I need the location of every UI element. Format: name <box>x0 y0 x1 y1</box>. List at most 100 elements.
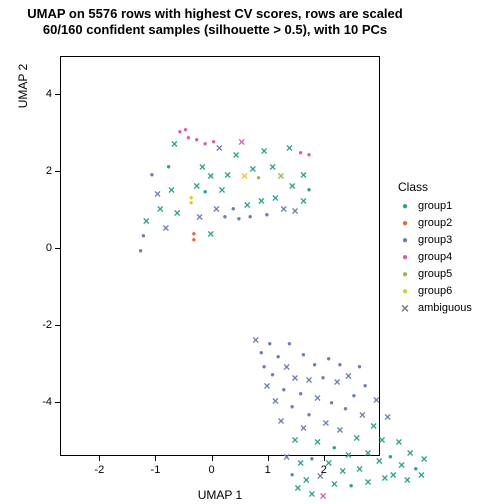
scatter-point: ● <box>222 213 227 221</box>
legend-label: group3 <box>418 234 452 246</box>
scatter-point: × <box>143 215 150 227</box>
scatter-point: × <box>154 188 161 200</box>
scatter-point: × <box>322 417 329 429</box>
scatter-point: × <box>314 436 321 448</box>
scatter-point: × <box>300 195 307 207</box>
scatter-point: ● <box>203 140 208 148</box>
scatter-point: × <box>174 207 181 219</box>
legend-item: ●group6 <box>398 283 472 299</box>
scatter-point: × <box>336 424 343 436</box>
scatter-point: ● <box>298 390 303 398</box>
scatter-point: × <box>207 170 214 182</box>
x-tick-label: 1 <box>265 464 271 476</box>
title-line2: 60/160 confident samples (silhouette > 0… <box>0 22 430 38</box>
chart-title: UMAP on 5576 rows with highest CV scores… <box>0 6 430 39</box>
scatter-point: × <box>168 184 175 196</box>
y-tick-label: 4 <box>34 88 52 100</box>
scatter-point: × <box>207 228 214 240</box>
scatter-point: ● <box>236 215 241 223</box>
scatter-point: ● <box>138 247 143 255</box>
legend-swatch-icon: ● <box>398 199 412 213</box>
title-line1: UMAP on 5576 rows with highest CV scores… <box>0 6 430 22</box>
scatter-point: ● <box>290 403 295 411</box>
scatter-point: × <box>286 142 293 154</box>
scatter-point: × <box>345 449 352 461</box>
x-axis-label: UMAP 1 <box>60 488 380 502</box>
scatter-point: × <box>390 469 397 481</box>
scatter-point: × <box>384 411 391 423</box>
scatter-point: ● <box>256 174 261 182</box>
x-tick-mark <box>99 456 100 461</box>
scatter-point: ● <box>203 188 208 196</box>
scatter-point: × <box>339 465 346 477</box>
legend-label: group2 <box>418 217 452 229</box>
scatter-point: × <box>233 149 240 161</box>
scatter-point: × <box>314 392 321 404</box>
scatter-point: × <box>252 334 259 346</box>
scatter-point: × <box>224 169 231 181</box>
scatter-point: × <box>269 161 276 173</box>
legend-swatch-icon: ● <box>398 267 412 281</box>
scatter-point: ● <box>312 361 317 369</box>
scatter-point: × <box>157 203 164 215</box>
scatter-point: ● <box>149 171 154 179</box>
scatter-point: × <box>193 180 200 192</box>
scatter-point: ● <box>332 444 337 452</box>
scatter-point: × <box>379 434 386 446</box>
scatter-point: × <box>359 409 366 421</box>
y-tick-mark <box>55 171 60 172</box>
scatter-point: × <box>272 192 279 204</box>
scatter-point: × <box>356 463 363 475</box>
x-tick-label: 2 <box>321 464 327 476</box>
legend-item: ●group1 <box>398 198 472 214</box>
scatter-point: × <box>306 374 313 386</box>
scatter-point: ● <box>357 363 362 371</box>
scatter-point: ● <box>326 355 331 363</box>
scatter-point: ● <box>388 453 393 461</box>
scatter-point: × <box>292 205 299 217</box>
scatter-point: ● <box>267 340 272 348</box>
scatter-point: × <box>219 184 226 196</box>
scatter-point: × <box>272 395 279 407</box>
scatter-point: × <box>398 459 405 471</box>
x-tick-mark <box>268 456 269 461</box>
legend-label: group5 <box>418 268 452 280</box>
scatter-point: × <box>162 222 169 234</box>
x-tick-label: 0 <box>209 464 215 476</box>
scatter-point: ● <box>287 340 292 348</box>
scatter-point: × <box>334 376 341 388</box>
scatter-point: ● <box>248 213 253 221</box>
scatter-point: × <box>277 415 284 427</box>
plot-area: ●●×●×××●×××●●●●●●●×●××●●××●×××●×●×●×××●×… <box>60 56 380 456</box>
scatter-point: ● <box>338 361 343 369</box>
y-tick-label: -4 <box>34 396 52 408</box>
scatter-point: ● <box>276 353 281 361</box>
scatter-point: ● <box>281 386 286 394</box>
legend-item: ×ambiguous <box>398 300 472 316</box>
scatter-point: ● <box>262 363 267 371</box>
scatter-point: ● <box>141 232 146 240</box>
scatter-point: ● <box>309 455 314 463</box>
scatter-point: × <box>365 447 372 459</box>
legend-title: Class <box>398 180 472 194</box>
scatter-point: × <box>258 195 265 207</box>
scatter-point: × <box>373 394 380 406</box>
legend-label: group4 <box>418 251 452 263</box>
legend-swatch-icon: ● <box>398 233 412 247</box>
scatter-point: × <box>263 380 270 392</box>
y-axis-label: UMAP 2 <box>16 0 30 286</box>
scatter-point: × <box>353 432 360 444</box>
scatter-point: × <box>238 136 245 148</box>
scatter-point: × <box>289 180 296 192</box>
x-tick-label: -1 <box>151 464 161 476</box>
y-tick-mark <box>55 94 60 95</box>
x-tick-mark <box>324 456 325 461</box>
legend-label: group6 <box>418 285 452 297</box>
scatter-point: × <box>395 436 402 448</box>
legend-swatch-icon: ● <box>398 216 412 230</box>
scatter-point: × <box>407 447 414 459</box>
scatter-point: × <box>280 203 287 215</box>
scatter-point: × <box>404 474 411 486</box>
scatter-point: × <box>421 453 428 465</box>
scatter-point: × <box>277 170 284 182</box>
